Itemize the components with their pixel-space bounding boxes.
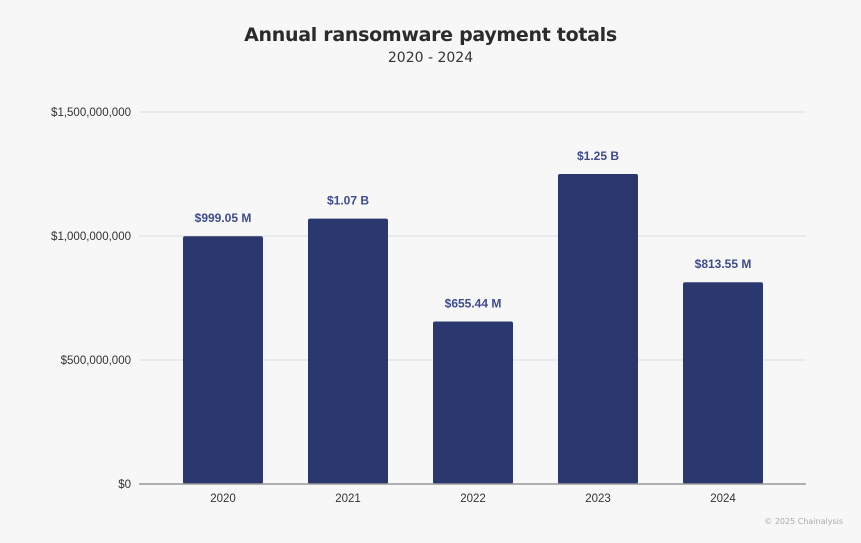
bar-2022 bbox=[433, 321, 513, 484]
x-tick-label: 2023 bbox=[585, 493, 611, 505]
data-label: $999.05 M bbox=[195, 211, 252, 225]
y-tick-label: $0 bbox=[118, 479, 131, 491]
copyright-credit: © 2025 Chainalysis bbox=[764, 517, 843, 526]
y-tick-label: $500,000,000 bbox=[61, 355, 131, 367]
x-tick-label: 2021 bbox=[335, 493, 361, 505]
y-tick-label: $1,000,000,000 bbox=[51, 231, 131, 243]
data-label: $1.25 B bbox=[577, 149, 619, 163]
x-tick-label: 2024 bbox=[710, 493, 736, 505]
chart-subtitle: 2020 - 2024 bbox=[387, 50, 474, 66]
bar-2020 bbox=[183, 236, 263, 484]
y-tick-label: $1,500,000,000 bbox=[51, 107, 131, 119]
bar-2021 bbox=[308, 218, 388, 484]
data-label: $655.44 M bbox=[445, 296, 502, 310]
x-tick-label: 2022 bbox=[460, 493, 486, 505]
data-label: $1.07 B bbox=[327, 194, 369, 208]
bar-2024 bbox=[683, 282, 763, 484]
chart-title: Annual ransomware payment totals bbox=[244, 24, 617, 46]
bar-2023 bbox=[558, 174, 638, 484]
data-label: $813.55 M bbox=[695, 257, 752, 271]
x-tick-label: 2020 bbox=[210, 493, 236, 505]
